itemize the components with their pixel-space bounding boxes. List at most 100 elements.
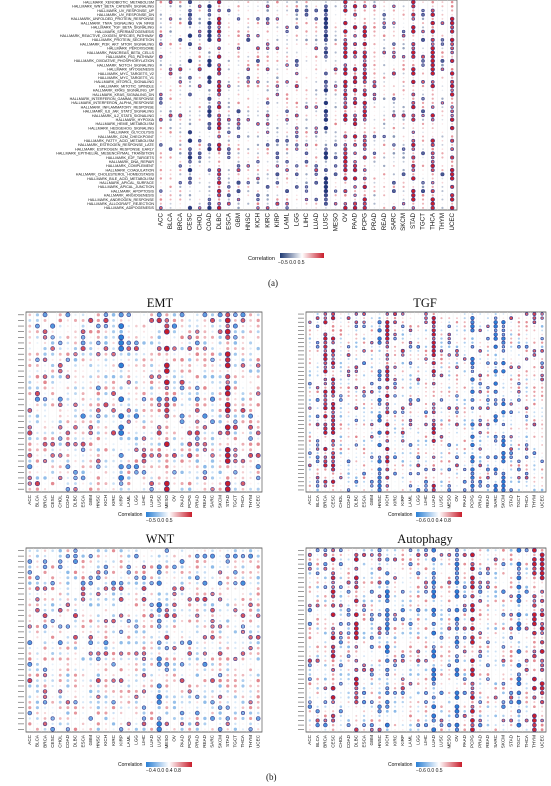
tgf-cell	[362, 406, 366, 410]
hallmark-cell	[324, 4, 328, 9]
hallmark-cell	[227, 105, 231, 109]
tgf-cell	[370, 439, 373, 442]
tgf-col-label: KIRP	[400, 495, 405, 506]
tgf-cell	[416, 377, 421, 382]
emt-cell	[249, 364, 252, 367]
emt-col-label: GBM	[88, 495, 93, 506]
emt-cell	[112, 341, 115, 345]
emt-cell	[187, 346, 193, 351]
tgf-cell	[525, 320, 528, 324]
emt-cell	[164, 407, 170, 414]
emt-cell	[150, 392, 153, 395]
wnt-cell	[203, 565, 207, 569]
hallmark-cell	[315, 97, 318, 100]
hallmark-cell	[227, 80, 230, 84]
hallmark-cell	[354, 110, 357, 113]
hallmark-cell	[295, 13, 299, 16]
tgf-cell	[324, 468, 327, 471]
emt-cell	[219, 437, 222, 440]
tgf-cell	[394, 460, 396, 463]
wnt-cell	[226, 646, 230, 650]
hallmark-cell	[372, 97, 377, 101]
tgf-cell	[400, 348, 405, 353]
hallmark-cell	[343, 92, 348, 97]
emt-cell	[119, 403, 123, 407]
wnt-cell	[43, 657, 47, 661]
hallmark-cell	[286, 164, 289, 167]
emt-cell	[233, 341, 238, 345]
tgf-cell	[470, 483, 475, 489]
hallmark-cell	[421, 118, 425, 121]
emt-cell	[118, 323, 124, 329]
tgf-cell	[316, 443, 320, 447]
hallmark-cell	[188, 122, 192, 126]
tgf-cell	[486, 324, 490, 328]
wnt-cell	[74, 587, 77, 590]
hallmark-cell	[247, 194, 250, 197]
tgf-cell	[339, 435, 343, 439]
hallmark-cell	[343, 101, 348, 105]
tgf-cell	[417, 415, 420, 418]
wnt-cell	[241, 641, 245, 644]
hallmark-cell	[431, 131, 434, 134]
hallmark-cell	[218, 51, 221, 54]
hallmark-cell	[218, 77, 220, 79]
hallmark-cell	[305, 173, 308, 176]
tgf-cell	[463, 362, 466, 365]
wnt-cell	[88, 575, 93, 580]
hallmark-cell	[227, 89, 230, 92]
tgf-cell	[533, 480, 536, 483]
hallmark-cell	[393, 160, 395, 163]
emt-cell	[59, 358, 62, 362]
tgf-cell	[393, 431, 397, 434]
hallmark-cell	[275, 46, 280, 51]
emt-cell	[234, 476, 237, 480]
wnt-cell	[134, 619, 139, 623]
wnt-cell	[74, 668, 77, 671]
wnt-cell	[82, 636, 85, 639]
hallmark-cell	[169, 202, 172, 205]
tgf-cell	[448, 472, 450, 475]
wnt-cell	[150, 641, 153, 644]
hallmark-cell	[373, 160, 376, 163]
emt-cell	[50, 441, 55, 447]
hallmark-cell	[216, 16, 222, 22]
tgf-cell	[501, 324, 506, 328]
tgf-cell	[478, 439, 482, 443]
hallmark-cell	[343, 143, 348, 147]
wnt-cell	[74, 597, 77, 601]
hallmark-cell	[266, 106, 269, 109]
tgf-cell	[370, 349, 374, 353]
tgf-cell	[440, 394, 443, 397]
tgf-cell	[493, 487, 498, 493]
hallmark-cell	[179, 131, 182, 134]
hallmark-cell	[208, 1, 211, 4]
hallmark-cell	[237, 34, 240, 37]
hallmark-cell	[237, 72, 240, 75]
hallmark-cell	[352, 4, 358, 9]
legend-colorbar	[280, 253, 324, 258]
emt-cell	[180, 392, 184, 395]
hallmark-cell	[382, 143, 386, 147]
wnt-cell	[218, 657, 222, 661]
hallmark-cell	[333, 143, 338, 147]
hallmark-cell	[324, 173, 327, 176]
emt-cell	[242, 454, 244, 457]
hallmark-cell	[392, 180, 396, 185]
hallmark-cell	[411, 101, 416, 105]
hallmark-cell	[441, 13, 444, 16]
tgf-cell	[509, 460, 513, 463]
tgf-cell	[501, 401, 506, 407]
wnt-cell	[28, 592, 31, 596]
tgf-cell	[370, 488, 373, 491]
hallmark-cell	[228, 30, 230, 33]
tgf-cell	[431, 344, 436, 349]
tgf-cell	[432, 394, 435, 398]
emt-cell	[240, 458, 246, 464]
tgf-cell	[431, 426, 436, 431]
hallmark-cell	[430, 138, 435, 143]
wnt-cell	[188, 603, 192, 607]
tgf-cell	[386, 349, 389, 352]
tgf-cell	[347, 349, 350, 352]
hallmark-cell	[334, 5, 337, 8]
